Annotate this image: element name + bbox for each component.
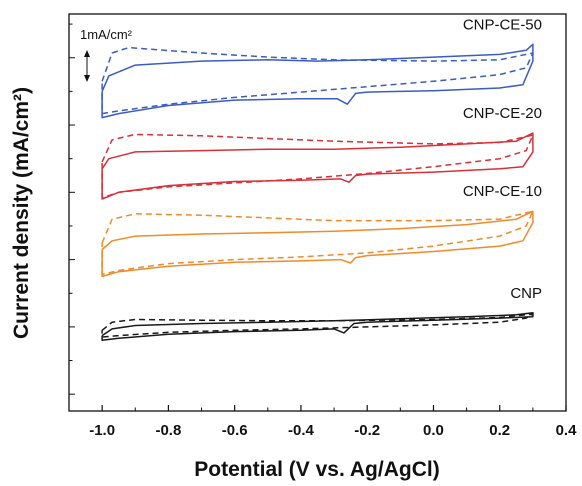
cnp-ce-20-label: CNP-CE-20 xyxy=(463,105,542,122)
cnp-ce-20-dashed-curve xyxy=(101,133,534,199)
cnp-ce-50-label: CNP-CE-50 xyxy=(463,16,542,33)
x-tick-label-4: -0.2 xyxy=(354,422,380,439)
scale-bar-top-arrow xyxy=(84,50,90,57)
curves xyxy=(101,43,534,342)
x-axis-title: Potential (V vs. Ag/AgCl) xyxy=(194,458,439,481)
cnp-ce-20-solid-curve xyxy=(101,132,534,200)
cnp-ce-10-solid-curve xyxy=(101,210,534,278)
x-tick-label-5: 0.0 xyxy=(423,422,444,439)
cnp-ce-50-dashed-curve xyxy=(101,46,534,115)
cnp-dashed-curve xyxy=(101,313,534,338)
cnp-ce-10-label: CNP-CE-10 xyxy=(463,183,542,200)
x-tick-label-1: -0.8 xyxy=(155,422,181,439)
curve-labels: CNP-CE-50 CNP-CE-20 CNP-CE-10 CNP xyxy=(463,16,542,301)
cnp-ce-10-dashed-curve xyxy=(101,210,534,276)
x-tick-label-0: -1.0 xyxy=(89,422,115,439)
x-tick-label-6: 0.2 xyxy=(489,422,510,439)
scale-bar-label: 1mA/cm² xyxy=(80,27,133,42)
x-tick-label-7: 0.4 xyxy=(556,422,578,439)
y-axis-ticks xyxy=(69,23,75,395)
cnp-ce-50-solid-curve xyxy=(101,43,534,119)
cnp-label: CNP xyxy=(510,285,542,302)
plot-frame xyxy=(68,13,567,412)
y-axis-title: Current density (mA/cm²) xyxy=(10,87,33,339)
scale-bar-bottom-arrow xyxy=(84,75,90,82)
cnp-solid-curve xyxy=(101,312,534,342)
x-axis-ticks: -1.0 -0.8 -0.6 -0.4 -0.2 0.0 0.2 0.4 xyxy=(68,405,578,439)
x-tick-label-3: -0.4 xyxy=(288,422,315,439)
scale-bar: 1mA/cm² xyxy=(80,27,133,82)
x-tick-label-2: -0.6 xyxy=(222,422,248,439)
